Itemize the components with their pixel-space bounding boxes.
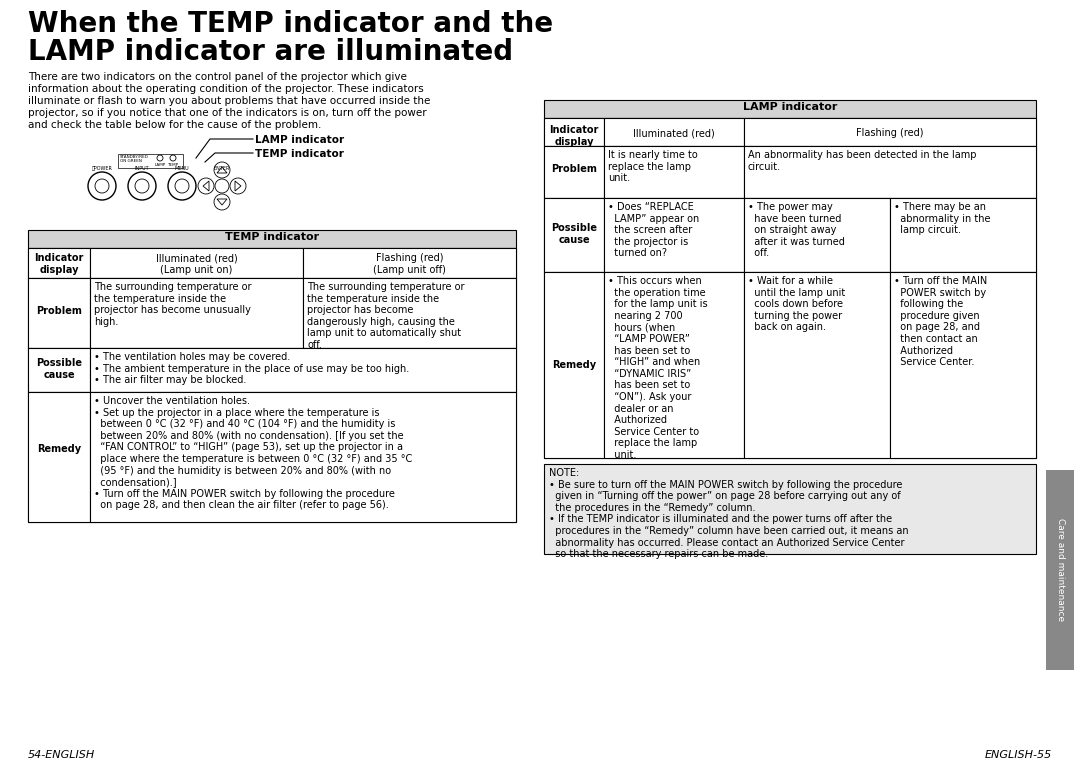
- Text: MENU: MENU: [175, 166, 189, 171]
- Text: TEMP indicator: TEMP indicator: [255, 149, 343, 159]
- Bar: [118, 154, 183, 168]
- Bar: [28, 278, 516, 348]
- Bar: [544, 272, 604, 458]
- Bar: [604, 118, 744, 146]
- Text: ⓘPOWER: ⓘPOWER: [92, 166, 112, 171]
- Text: Possible
cause: Possible cause: [36, 358, 82, 379]
- Text: illuminate or flash to warn you about problems that have occurred inside the: illuminate or flash to warn you about pr…: [28, 96, 430, 106]
- Bar: [744, 272, 890, 458]
- Text: Indicator
display: Indicator display: [35, 253, 83, 275]
- Bar: [604, 198, 744, 272]
- Bar: [28, 230, 516, 248]
- Text: The surrounding temperature or
the temperature inside the
projector has become u: The surrounding temperature or the tempe…: [94, 282, 252, 327]
- Bar: [303, 278, 516, 348]
- Bar: [890, 272, 1036, 458]
- Text: • Uncover the ventilation holes.
• Set up the projector in a place where the tem: • Uncover the ventilation holes. • Set u…: [94, 396, 413, 510]
- Bar: [544, 118, 1036, 146]
- Text: • Does “REPLACE
  LAMP” appear on
  the screen after
  the projector is
  turned: • Does “REPLACE LAMP” appear on the scre…: [608, 202, 699, 259]
- Bar: [604, 272, 744, 458]
- Text: • The power may
  have been turned
  on straight away
  after it was turned
  of: • The power may have been turned on stra…: [748, 202, 845, 259]
- Bar: [890, 198, 1036, 272]
- Bar: [544, 146, 604, 198]
- Text: • The ventilation holes may be covered.
• The ambient temperature in the place o: • The ventilation holes may be covered. …: [94, 352, 409, 386]
- Text: LAMP indicator: LAMP indicator: [743, 102, 837, 112]
- Bar: [90, 392, 516, 522]
- Text: and check the table below for the cause of the problem.: and check the table below for the cause …: [28, 120, 322, 130]
- Text: Possible
cause: Possible cause: [551, 223, 597, 245]
- Bar: [544, 100, 1036, 118]
- Text: Flashing (red)
(Lamp unit off): Flashing (red) (Lamp unit off): [373, 253, 446, 275]
- Bar: [303, 248, 516, 278]
- Text: The surrounding temperature or
the temperature inside the
projector has become
d: The surrounding temperature or the tempe…: [307, 282, 464, 350]
- Text: Problem: Problem: [36, 306, 82, 316]
- Bar: [90, 278, 303, 348]
- Bar: [544, 464, 1036, 554]
- Text: Problem: Problem: [551, 164, 597, 174]
- Text: information about the operating condition of the projector. These indicators: information about the operating conditio…: [28, 84, 423, 94]
- Bar: [28, 392, 516, 522]
- Bar: [744, 146, 1036, 198]
- Text: projector, so if you notice that one of the indicators is on, turn off the power: projector, so if you notice that one of …: [28, 108, 427, 118]
- Text: • Turn off the MAIN
  POWER switch by
  following the
  procedure given
  on pag: • Turn off the MAIN POWER switch by foll…: [894, 276, 987, 367]
- Text: 54-ENGLISH: 54-ENGLISH: [28, 750, 95, 760]
- Text: TEMP: TEMP: [167, 163, 178, 167]
- Bar: [1047, 470, 1074, 670]
- Bar: [28, 348, 516, 392]
- Bar: [90, 348, 516, 392]
- Bar: [28, 392, 90, 522]
- Text: INPUT: INPUT: [135, 166, 149, 171]
- Text: • Wait for a while
  until the lamp unit
  cools down before
  turning the power: • Wait for a while until the lamp unit c…: [748, 276, 846, 333]
- Text: An abnormality has been detected in the lamp
circuit.: An abnormality has been detected in the …: [748, 150, 976, 171]
- Text: LAMP indicator are illuminated: LAMP indicator are illuminated: [28, 38, 513, 66]
- Text: When the TEMP indicator and the: When the TEMP indicator and the: [28, 10, 553, 38]
- Text: • There may be an
  abnormality in the
  lamp circuit.: • There may be an abnormality in the lam…: [894, 202, 990, 235]
- Bar: [744, 198, 890, 272]
- Text: TEMP indicator: TEMP indicator: [225, 232, 319, 242]
- Bar: [28, 348, 90, 392]
- Bar: [28, 248, 516, 278]
- Text: Remedy: Remedy: [552, 360, 596, 370]
- Bar: [744, 118, 1036, 146]
- Bar: [28, 278, 90, 348]
- Bar: [544, 272, 1036, 458]
- Bar: [604, 146, 744, 198]
- Text: There are two indicators on the control panel of the projector which give: There are two indicators on the control …: [28, 72, 407, 82]
- Text: NOTE:
• Be sure to turn off the MAIN POWER switch by following the procedure
  g: NOTE: • Be sure to turn off the MAIN POW…: [549, 468, 908, 559]
- Text: Illuminated (red)
(Lamp unit on): Illuminated (red) (Lamp unit on): [156, 253, 238, 275]
- Text: Care and maintenance: Care and maintenance: [1055, 519, 1065, 621]
- Text: Illuminated (red): Illuminated (red): [633, 128, 715, 138]
- Text: ENTER: ENTER: [214, 166, 230, 171]
- Text: ON GREEN: ON GREEN: [120, 159, 141, 163]
- Text: STANDBY/RED: STANDBY/RED: [120, 155, 149, 159]
- Text: Flashing (red): Flashing (red): [856, 128, 923, 138]
- Bar: [90, 248, 303, 278]
- Text: LAMP indicator: LAMP indicator: [255, 135, 345, 145]
- Text: Indicator
display: Indicator display: [550, 125, 598, 147]
- Bar: [544, 146, 1036, 198]
- Text: • This occurs when
  the operation time
  for the lamp unit is
  nearing 2 700
 : • This occurs when the operation time fo…: [608, 276, 707, 460]
- Bar: [544, 198, 1036, 272]
- Text: Remedy: Remedy: [37, 444, 81, 454]
- Text: It is nearly time to
replace the lamp
unit.: It is nearly time to replace the lamp un…: [608, 150, 698, 183]
- Bar: [28, 248, 90, 278]
- Text: LAMP: LAMP: [154, 163, 165, 167]
- Bar: [544, 198, 604, 272]
- Text: ENGLISH-55: ENGLISH-55: [985, 750, 1052, 760]
- Bar: [544, 118, 604, 146]
